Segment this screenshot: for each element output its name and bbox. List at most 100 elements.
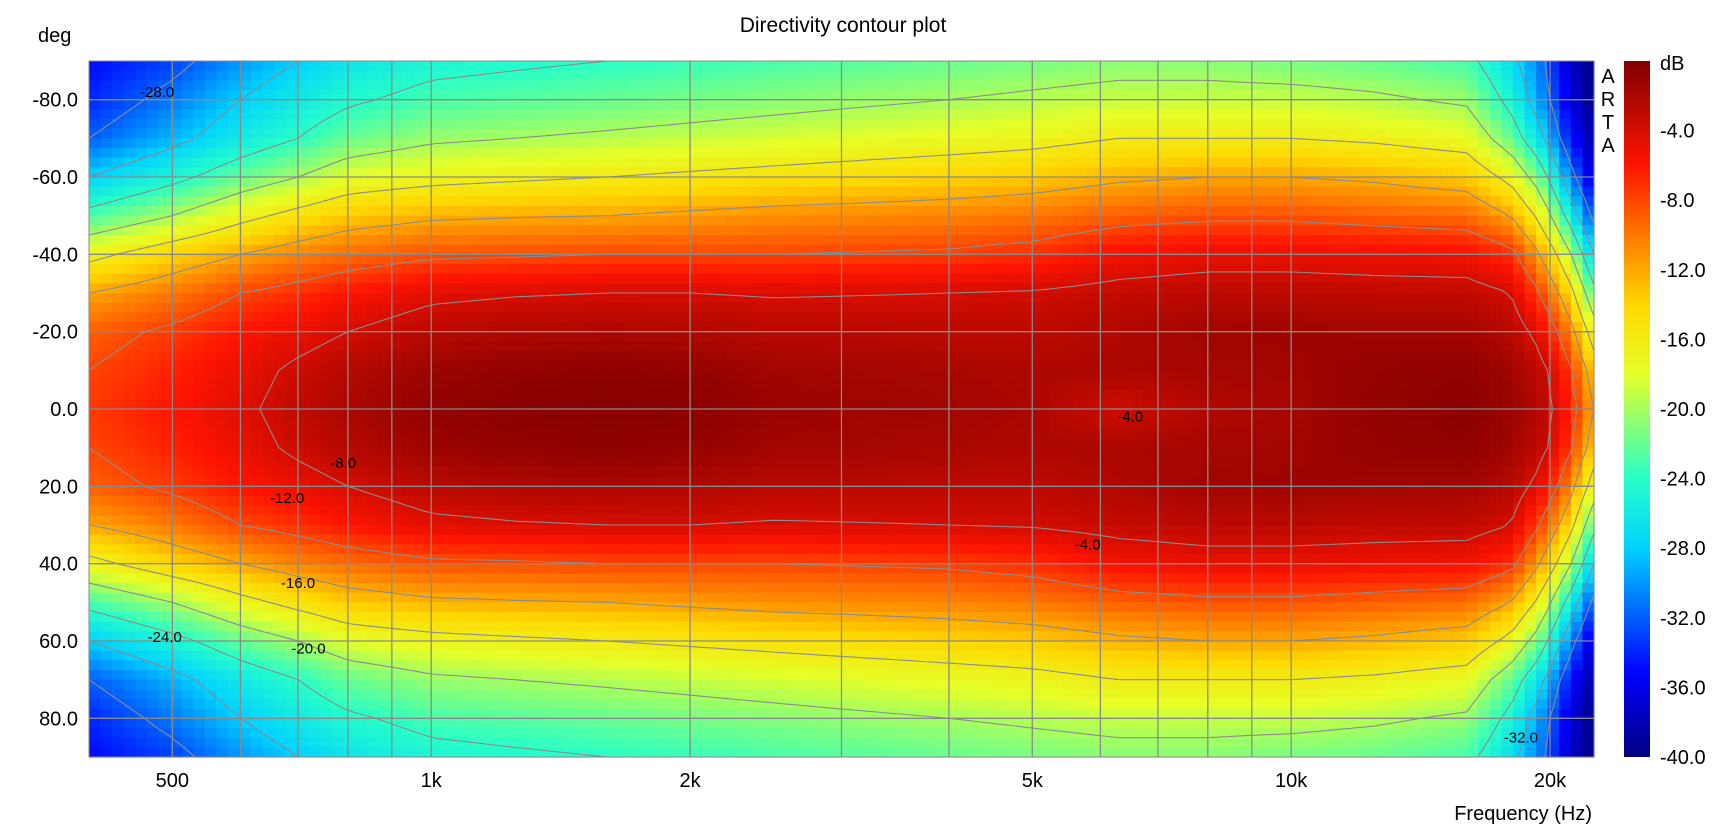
heatmap-cell	[1327, 90, 1340, 101]
heatmap-cell	[1038, 177, 1051, 188]
heatmap-cell	[146, 380, 160, 391]
heatmap-cell	[170, 341, 183, 352]
heatmap-cell	[968, 409, 982, 420]
heatmap-cell	[285, 235, 298, 246]
heatmap-cell	[1443, 138, 1456, 149]
heatmap-cell	[714, 61, 727, 72]
heatmap-cell	[1547, 409, 1560, 420]
heatmap-cell	[841, 322, 854, 333]
heatmap-cell	[1119, 244, 1132, 255]
heatmap-cell	[1466, 206, 1479, 217]
heatmap-cell	[1200, 138, 1213, 149]
heatmap-cell	[135, 273, 148, 284]
heatmap-cell	[320, 389, 333, 400]
heatmap-cell	[1559, 128, 1572, 139]
heatmap-cell	[1408, 244, 1421, 255]
heatmap-cell	[1246, 370, 1259, 381]
heatmap-cell	[378, 302, 391, 313]
heatmap-cell	[795, 293, 808, 304]
heatmap-cell	[644, 148, 657, 159]
heatmap-cell	[552, 418, 565, 429]
heatmap-cell	[1061, 157, 1074, 168]
heatmap-cell	[1211, 399, 1225, 410]
heatmap-cell	[957, 351, 970, 362]
heatmap-cell	[1582, 90, 1595, 101]
heatmap-cell	[1350, 399, 1364, 410]
heatmap-cell	[772, 235, 785, 246]
heatmap-cell	[482, 61, 495, 72]
heatmap-cell	[285, 128, 298, 139]
heatmap-cell	[1061, 380, 1074, 391]
heatmap-cell	[227, 128, 241, 139]
heatmap-cell	[308, 360, 322, 371]
heatmap-cell	[274, 186, 287, 197]
heatmap-cell	[1038, 157, 1051, 168]
heatmap-cell	[1466, 196, 1479, 207]
heatmap-cell	[621, 341, 634, 352]
heatmap-cell	[540, 312, 553, 323]
heatmap-cell	[1408, 61, 1421, 72]
heatmap-cell	[1084, 61, 1097, 72]
heatmap-cell	[1096, 409, 1109, 420]
heatmap-cell	[216, 283, 229, 294]
heatmap-cell	[679, 322, 692, 333]
heatmap-cell	[1177, 157, 1190, 168]
heatmap-cell	[980, 80, 993, 91]
heatmap-cell	[644, 341, 657, 352]
heatmap-cell	[1235, 293, 1248, 304]
heatmap-cell	[980, 322, 993, 333]
heatmap-cell	[910, 128, 924, 139]
heatmap-cell	[471, 70, 484, 81]
heatmap-cell	[482, 70, 495, 81]
heatmap-cell	[910, 331, 924, 342]
heatmap-cell	[992, 186, 1005, 197]
heatmap-cell	[934, 109, 947, 120]
heatmap-cell	[1073, 409, 1086, 420]
heatmap-cell	[1489, 128, 1502, 139]
heatmap-cell	[887, 302, 900, 313]
heatmap-cell	[1501, 157, 1514, 168]
heatmap-cell	[1038, 80, 1051, 91]
heatmap-cell	[517, 235, 530, 246]
heatmap-cell	[1512, 302, 1526, 313]
heatmap-cell	[1119, 167, 1132, 178]
heatmap-cell	[992, 370, 1005, 381]
heatmap-cell	[112, 128, 125, 139]
heatmap-cell	[308, 167, 322, 178]
heatmap-cell	[1096, 196, 1109, 207]
heatmap-cell	[1478, 302, 1491, 313]
heatmap-cell	[1177, 389, 1190, 400]
heatmap-cell	[783, 409, 796, 420]
heatmap-cell	[262, 264, 275, 275]
heatmap-cell	[1443, 99, 1456, 110]
heatmap-cell	[876, 186, 889, 197]
heatmap-cell	[1130, 235, 1144, 246]
heatmap-cell	[401, 177, 414, 188]
heatmap-cell	[308, 80, 322, 91]
heatmap-cell	[1235, 206, 1248, 217]
heatmap-cell	[146, 254, 160, 265]
heatmap-cell	[609, 186, 623, 197]
heatmap-cell	[1177, 167, 1190, 178]
heatmap-cell	[667, 331, 681, 342]
heatmap-cell	[1258, 273, 1271, 284]
heatmap-cell	[783, 119, 796, 130]
heatmap-cell	[1073, 80, 1086, 91]
heatmap-cell	[494, 215, 507, 226]
heatmap-cell	[760, 244, 773, 255]
heatmap-cell	[864, 157, 877, 168]
heatmap-cell	[1107, 119, 1120, 130]
heatmap-cell	[274, 148, 287, 159]
heatmap-cell	[586, 167, 599, 178]
heatmap-cell	[910, 167, 924, 178]
heatmap-cell	[598, 70, 611, 81]
heatmap-cell	[401, 399, 414, 410]
heatmap-cell	[1374, 235, 1387, 246]
heatmap-cell	[922, 99, 935, 110]
heatmap-cell	[887, 293, 900, 304]
heatmap-cell	[934, 254, 947, 265]
heatmap-cell	[1003, 119, 1016, 130]
heatmap-cell	[320, 90, 333, 101]
heatmap-cell	[1293, 370, 1306, 381]
heatmap-cell	[1200, 157, 1213, 168]
